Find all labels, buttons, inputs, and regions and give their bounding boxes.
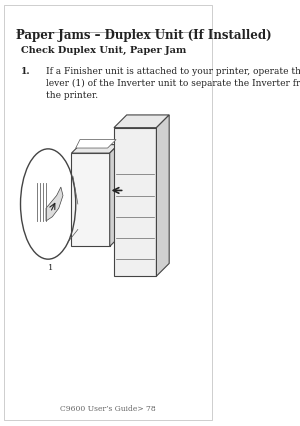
- Polygon shape: [114, 128, 156, 276]
- Polygon shape: [110, 145, 118, 247]
- Polygon shape: [76, 140, 116, 149]
- Polygon shape: [46, 187, 63, 222]
- Polygon shape: [114, 115, 169, 128]
- Text: If a Finisher unit is attached to your printer, operate the
lever (1) of the Inv: If a Finisher unit is attached to your p…: [46, 67, 300, 100]
- Text: Paper Jams – Duplex Unit (If Installed): Paper Jams – Duplex Unit (If Installed): [16, 29, 272, 42]
- Text: C9600 User’s Guide> 78: C9600 User’s Guide> 78: [60, 404, 155, 412]
- Text: Check Duplex Unit, Paper Jam: Check Duplex Unit, Paper Jam: [20, 46, 186, 55]
- Polygon shape: [156, 115, 169, 276]
- Text: 1.: 1.: [20, 67, 30, 76]
- Text: 1: 1: [48, 264, 53, 272]
- Polygon shape: [71, 145, 118, 154]
- Polygon shape: [71, 154, 110, 247]
